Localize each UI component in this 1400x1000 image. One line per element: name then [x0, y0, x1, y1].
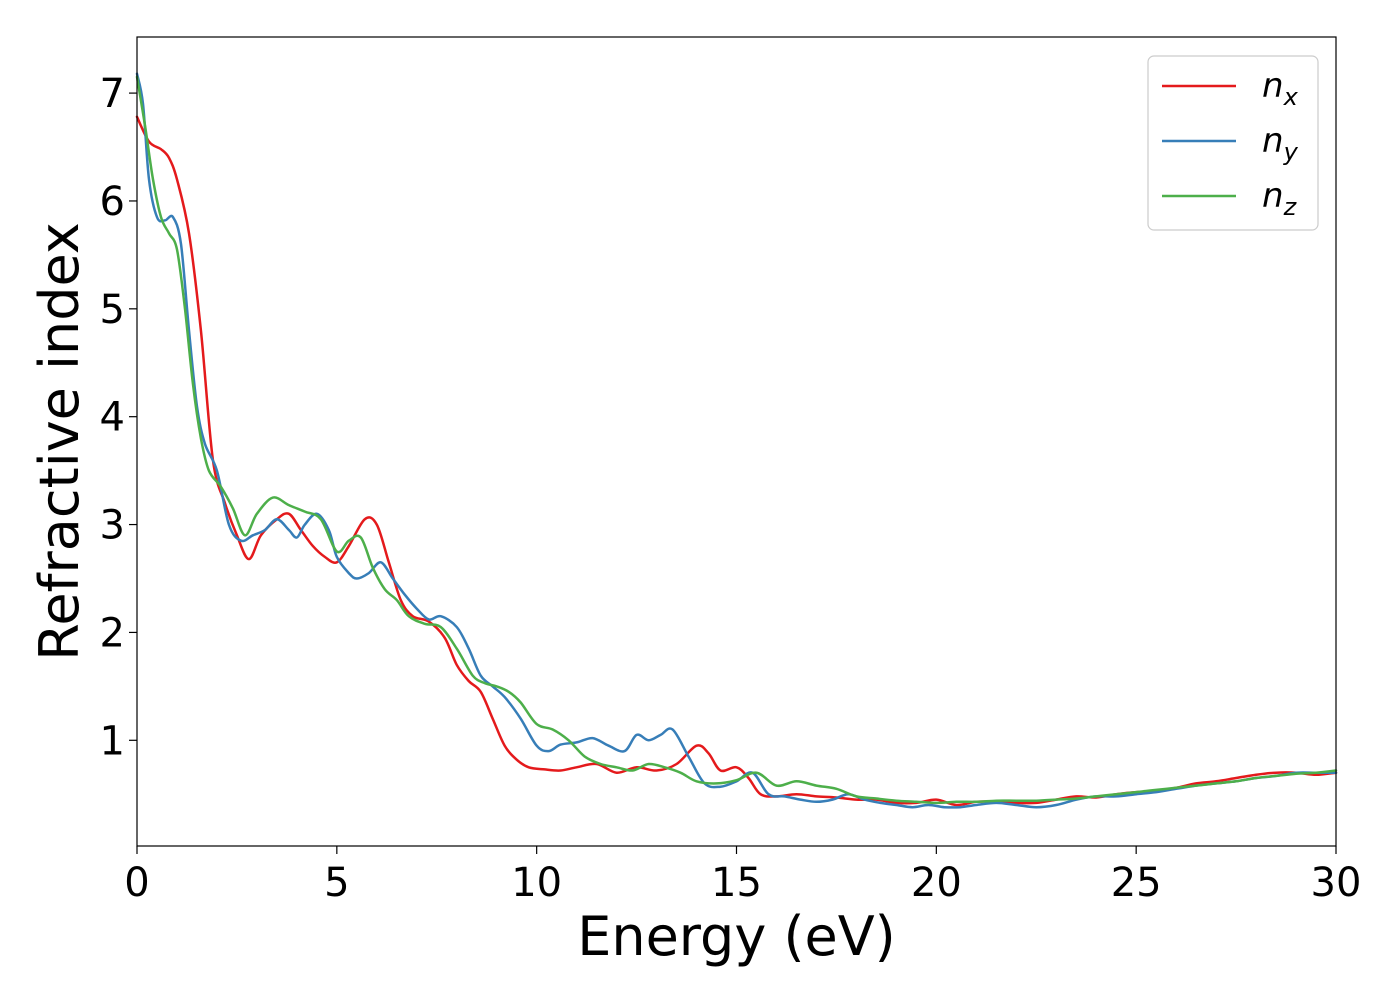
legend-label-nz: nz — [1262, 176, 1298, 221]
x-axis-label: Energy (eV) — [577, 905, 896, 968]
y-tick-label: 5 — [100, 287, 125, 333]
x-tick-label: 10 — [511, 860, 562, 906]
x-tick-label: 30 — [1311, 860, 1362, 906]
x-tick-label: 25 — [1111, 860, 1162, 906]
legend-label-subscript: z — [1283, 193, 1298, 221]
y-tick-label: 1 — [100, 718, 125, 764]
legend-label-base: n — [1262, 66, 1284, 106]
legend-label-nx: nx — [1262, 66, 1299, 111]
x-axis-ticks: 0 5 10 15 20 25 30 — [124, 846, 1361, 906]
y-axis-ticks: 1 2 3 4 5 6 7 — [100, 71, 137, 764]
series-line-nz — [135, 75, 1338, 805]
x-tick-label: 15 — [711, 860, 762, 906]
legend-label-subscript: x — [1283, 83, 1299, 111]
y-tick-label: 7 — [100, 71, 125, 117]
x-tick-label: 20 — [911, 860, 962, 906]
legend-label-base: n — [1262, 121, 1284, 161]
legend-label-subscript: y — [1283, 138, 1299, 166]
y-tick-label: 6 — [100, 179, 125, 225]
series-layer — [135, 72, 1338, 809]
legend-label-ny: ny — [1262, 121, 1299, 166]
x-tick-label: 0 — [124, 860, 149, 906]
legend-label-base: n — [1262, 176, 1284, 216]
y-tick-label: 3 — [100, 503, 125, 549]
y-tick-label: 2 — [100, 610, 125, 656]
x-tick-label: 5 — [324, 860, 349, 906]
series-line-ny — [135, 72, 1338, 809]
y-tick-label: 4 — [100, 395, 125, 441]
legend-box — [1147, 55, 1319, 231]
y-axis-label: Refractive index — [28, 222, 91, 661]
